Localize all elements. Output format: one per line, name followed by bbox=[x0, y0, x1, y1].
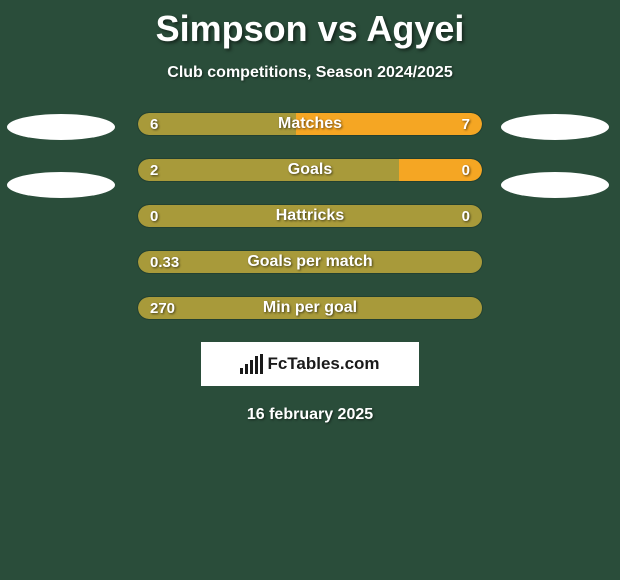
stat-bar-right-value: 0 bbox=[462, 159, 470, 181]
stat-bar-right-value: 0 bbox=[462, 205, 470, 227]
stat-bar-left-value: 2 bbox=[150, 159, 158, 181]
date-label: 16 february 2025 bbox=[0, 406, 620, 424]
stat-bar-label: Min per goal bbox=[138, 297, 482, 319]
stat-bar-left-value: 0.33 bbox=[150, 251, 179, 273]
stat-bar-label: Goals per match bbox=[138, 251, 482, 273]
logo-box: FcTables.com bbox=[201, 342, 419, 386]
stat-bar: Goals2 0 bbox=[137, 158, 483, 182]
stat-bar-label: Goals bbox=[138, 159, 482, 181]
comparison-area: Matches67Goals20Hattricks00Goals per mat… bbox=[0, 112, 620, 320]
logo-text: FcTables.com bbox=[267, 354, 379, 374]
stat-bar: Goals per match0.33 bbox=[137, 250, 483, 274]
stat-bars-column: Matches67Goals20Hattricks00Goals per mat… bbox=[137, 112, 483, 320]
left-ellipse-column bbox=[7, 112, 119, 198]
stat-bar-left-value: 0 bbox=[150, 205, 158, 227]
stat-bar-label: Hattricks bbox=[138, 205, 482, 227]
stat-bar-left-value: 6 bbox=[150, 113, 158, 135]
right-ellipse-column bbox=[501, 112, 613, 198]
stat-bar-left-value: 270 bbox=[150, 297, 175, 319]
subtitle: Club competitions, Season 2024/2025 bbox=[0, 64, 620, 82]
page-title: Simpson vs Agyei bbox=[0, 0, 620, 50]
ellipse-decoration bbox=[501, 114, 609, 140]
logo-chart-icon bbox=[240, 354, 263, 374]
stat-bar: Min per goal270 bbox=[137, 296, 483, 320]
stat-bar-label: Matches bbox=[138, 113, 482, 135]
ellipse-decoration bbox=[7, 172, 115, 198]
stat-bar: Matches6 7 bbox=[137, 112, 483, 136]
stat-bar-right-value: 7 bbox=[462, 113, 470, 135]
ellipse-decoration bbox=[501, 172, 609, 198]
ellipse-decoration bbox=[7, 114, 115, 140]
stat-bar: Hattricks0 0 bbox=[137, 204, 483, 228]
